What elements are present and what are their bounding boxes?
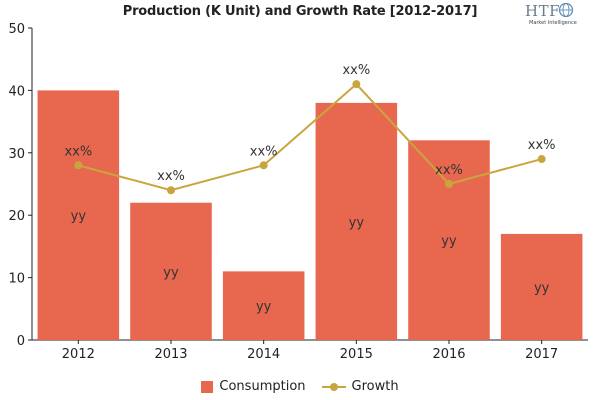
bar-data-label: yy xyxy=(441,234,457,249)
growth-swatch xyxy=(321,381,346,393)
x-tick-label: 2015 xyxy=(340,347,373,362)
growth-point xyxy=(537,155,546,164)
growth-labels: xx% xx% xx% xx% xx% xx% xyxy=(64,63,555,184)
y-tick-label: 10 xyxy=(8,272,25,287)
growth-point xyxy=(445,180,453,188)
consumption-bar xyxy=(222,271,305,340)
growth-point xyxy=(352,80,361,89)
growth-point xyxy=(259,161,268,170)
growth-data-label: xx% xyxy=(342,63,370,78)
legend-label-growth: Growth xyxy=(351,379,399,394)
growth-data-label: xx% xyxy=(64,144,92,159)
y-tick-label: 50 xyxy=(8,22,25,37)
y-tick-label: 0 xyxy=(17,334,25,349)
consumption-bar xyxy=(500,233,583,340)
consumption-bar xyxy=(315,102,398,340)
legend-label-consumption: Consumption xyxy=(219,379,306,394)
x-tick-label: 2017 xyxy=(525,347,558,362)
growth-data-label: xx% xyxy=(528,138,556,153)
growth-point xyxy=(74,161,83,170)
globe-icon xyxy=(558,2,574,18)
growth-data-label: xx% xyxy=(250,144,278,159)
x-tick-label: 2013 xyxy=(154,347,187,362)
consumption-bar xyxy=(408,140,490,340)
consumption-bar xyxy=(130,202,212,340)
chart-title: Production (K Unit) and Growth Rate [201… xyxy=(122,4,478,19)
growth-data-label: xx% xyxy=(435,163,463,178)
y-tick-label: 40 xyxy=(8,84,25,99)
y-tick-label: 20 xyxy=(8,209,25,224)
bar-data-label: yy xyxy=(163,265,179,280)
legend-item-growth[interactable]: Growth xyxy=(321,379,399,394)
logo-text: HTF xyxy=(525,2,560,20)
x-tick-label: 2014 xyxy=(247,347,280,362)
growth-data-label: xx% xyxy=(157,169,185,184)
logo-tagline: Market Intelligence xyxy=(529,20,577,26)
y-tick-label: 30 xyxy=(8,147,25,162)
consumption-bar xyxy=(37,90,120,341)
y-axis: 0 10 20 30 40 50 xyxy=(8,22,33,349)
x-axis: 2012 2013 2014 2015 2016 2017 xyxy=(32,339,588,362)
growth-polyline xyxy=(78,82,542,192)
bar-data-label: yy xyxy=(71,209,87,224)
x-tick-label: 2012 xyxy=(62,347,95,362)
growth-point xyxy=(167,186,175,195)
htf-logo: HTF Market Intelligence xyxy=(525,2,585,30)
bar-labels: yy yy yy yy yy yy xyxy=(71,209,550,314)
bar-data-label: yy xyxy=(256,300,272,315)
bar-data-label: yy xyxy=(349,215,365,230)
legend-item-consumption[interactable]: Consumption xyxy=(201,379,306,394)
legend: Consumption Growth xyxy=(0,379,600,394)
bar-data-label: yy xyxy=(534,281,550,296)
consumption-swatch xyxy=(201,380,214,393)
x-tick-label: 2016 xyxy=(432,347,465,362)
growth-line xyxy=(74,80,546,195)
consumption-bars xyxy=(37,90,583,341)
